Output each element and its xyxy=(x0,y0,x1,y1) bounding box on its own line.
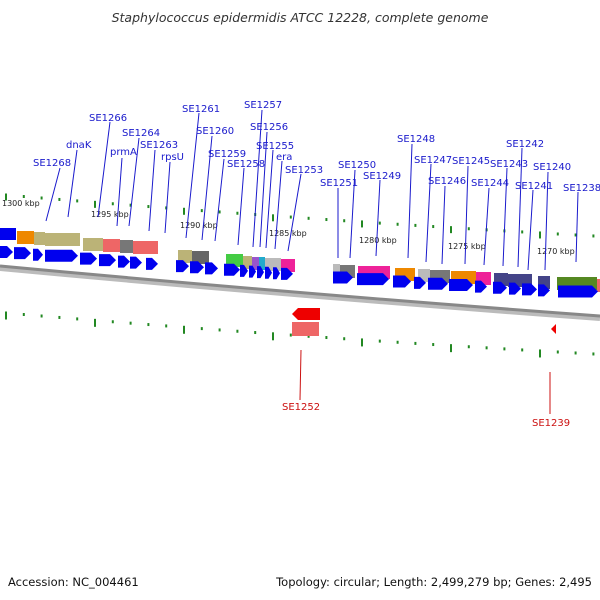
accession-text: Accession: NC_004461 xyxy=(8,575,139,589)
forward-gene-arrows xyxy=(0,246,598,298)
forward-gene-arrow xyxy=(146,257,158,270)
forward-gene-arrow xyxy=(80,252,97,265)
gene-label-SE1242: SE1242 xyxy=(506,139,544,150)
forward-gene-arrow xyxy=(273,267,280,280)
reverse-gene-arrow-SE1239 xyxy=(551,324,556,334)
reverse-gene-labels: SE1252 SE1239 xyxy=(282,349,570,429)
gene-label-era: era xyxy=(276,152,292,163)
gene-label-SE1259: SE1259 xyxy=(208,149,246,160)
scale-label-1285: 1285 kbp xyxy=(269,229,307,238)
forward-gene-arrow xyxy=(428,277,448,290)
scale-label-1290: 1290 kbp xyxy=(180,221,218,230)
forward-gene-arrow xyxy=(509,282,521,295)
forward-gene-arrow xyxy=(240,264,248,277)
reverse-gene-arrow-SE1252 xyxy=(292,308,320,320)
gene-label-SE1238: SE1238 xyxy=(563,183,600,194)
forward-gene-arrow xyxy=(130,256,142,269)
forward-gene-arrow xyxy=(493,281,507,294)
inner-tick-marks xyxy=(5,311,595,358)
gene-label-SE1239: SE1239 xyxy=(532,418,570,429)
forward-gene-arrow xyxy=(224,263,240,276)
forward-gene-arrow xyxy=(449,279,473,292)
gene-label-SE1258: SE1258 xyxy=(227,159,265,170)
topology-summary-text: Topology: circular; Length: 2,499,279 bp… xyxy=(275,575,592,589)
gene-label-SE1240: SE1240 xyxy=(533,162,571,173)
forward-gene-arrow xyxy=(205,262,218,275)
gene-label-SE1247: SE1247 xyxy=(414,155,452,166)
gene-label-SE1249: SE1249 xyxy=(363,171,401,182)
scale-label-1300: 1300 kbp xyxy=(2,199,40,208)
gene-label-SE1264: SE1264 xyxy=(122,128,160,139)
gene-label-SE1263: SE1263 xyxy=(140,140,178,151)
gene-label-SE1241: SE1241 xyxy=(515,181,553,192)
gene-label-SE1250: SE1250 xyxy=(338,160,376,171)
forward-gene-arrow xyxy=(357,273,389,286)
forward-gene-arrow xyxy=(249,265,256,278)
forward-gene-arrow xyxy=(0,246,13,258)
forward-gene-labels: SE1268 dnaK SE1266 prmA SE1264 SE1263 rp… xyxy=(33,100,600,271)
forward-gene-arrow xyxy=(558,285,598,298)
forward-gene-arrow xyxy=(190,261,204,274)
map-title: Staphylococcus epidermidis ATCC 12228, c… xyxy=(112,10,489,25)
forward-gene-arrow xyxy=(522,283,537,296)
gene-label-SE1243: SE1243 xyxy=(490,159,528,170)
forward-gene-arrow xyxy=(176,260,189,273)
forward-gene-arrow xyxy=(475,280,487,293)
outer-tick-marks xyxy=(5,193,595,239)
genome-backbone-shadow xyxy=(0,265,600,321)
genome-backbone xyxy=(0,264,600,318)
gene-label-SE1245: SE1245 xyxy=(452,156,490,167)
gene-label-SE1268: SE1268 xyxy=(33,158,71,169)
gene-label-SE1253: SE1253 xyxy=(285,165,323,176)
forward-gene-arrow xyxy=(281,267,293,280)
gene-label-SE1256: SE1256 xyxy=(250,122,288,133)
gene-label-SE1251: SE1251 xyxy=(320,178,358,189)
scale-label-1270: 1270 kbp xyxy=(537,247,575,256)
scale-labels: 1300 kbp 1295 kbp 1290 kbp 1285 kbp 1280… xyxy=(2,199,575,256)
gene-label-rpsU: rpsU xyxy=(161,152,184,163)
forward-gene-arrow xyxy=(333,271,353,284)
gene-label-SE1255: SE1255 xyxy=(256,141,294,152)
forward-gene-arrow xyxy=(265,266,272,279)
forward-gene-arrow xyxy=(538,284,550,297)
forward-gene-arrow xyxy=(118,255,130,268)
gene-label-prmA: prmA xyxy=(110,147,137,158)
scale-label-1275: 1275 kbp xyxy=(448,242,486,251)
forward-gene-arrow xyxy=(45,249,78,262)
scale-label-1295: 1295 kbp xyxy=(91,210,129,219)
scale-label-1280: 1280 kbp xyxy=(359,236,397,245)
forward-gene-arrow xyxy=(393,275,411,288)
gene-label-SE1266: SE1266 xyxy=(89,113,127,124)
forward-gene-arrow xyxy=(99,254,116,267)
reverse-gene-arrows xyxy=(292,308,556,336)
gene-label-SE1260: SE1260 xyxy=(196,126,234,137)
gene-label-SE1246: SE1246 xyxy=(428,176,466,187)
gene-label-SE1261: SE1261 xyxy=(182,104,220,115)
reverse-gene-box-SE1252 xyxy=(292,322,319,336)
gene-label-SE1244: SE1244 xyxy=(471,178,509,189)
forward-gene-arrow xyxy=(414,276,426,289)
forward-gene-arrow xyxy=(33,248,43,261)
gene-label-SE1248: SE1248 xyxy=(397,134,435,145)
forward-gene-arrow xyxy=(257,266,264,279)
forward-gene-arrow xyxy=(14,247,31,260)
gene-label-dnaK: dnaK xyxy=(66,140,92,151)
gene-label-SE1257: SE1257 xyxy=(244,100,282,111)
gene-label-SE1252: SE1252 xyxy=(282,402,320,413)
